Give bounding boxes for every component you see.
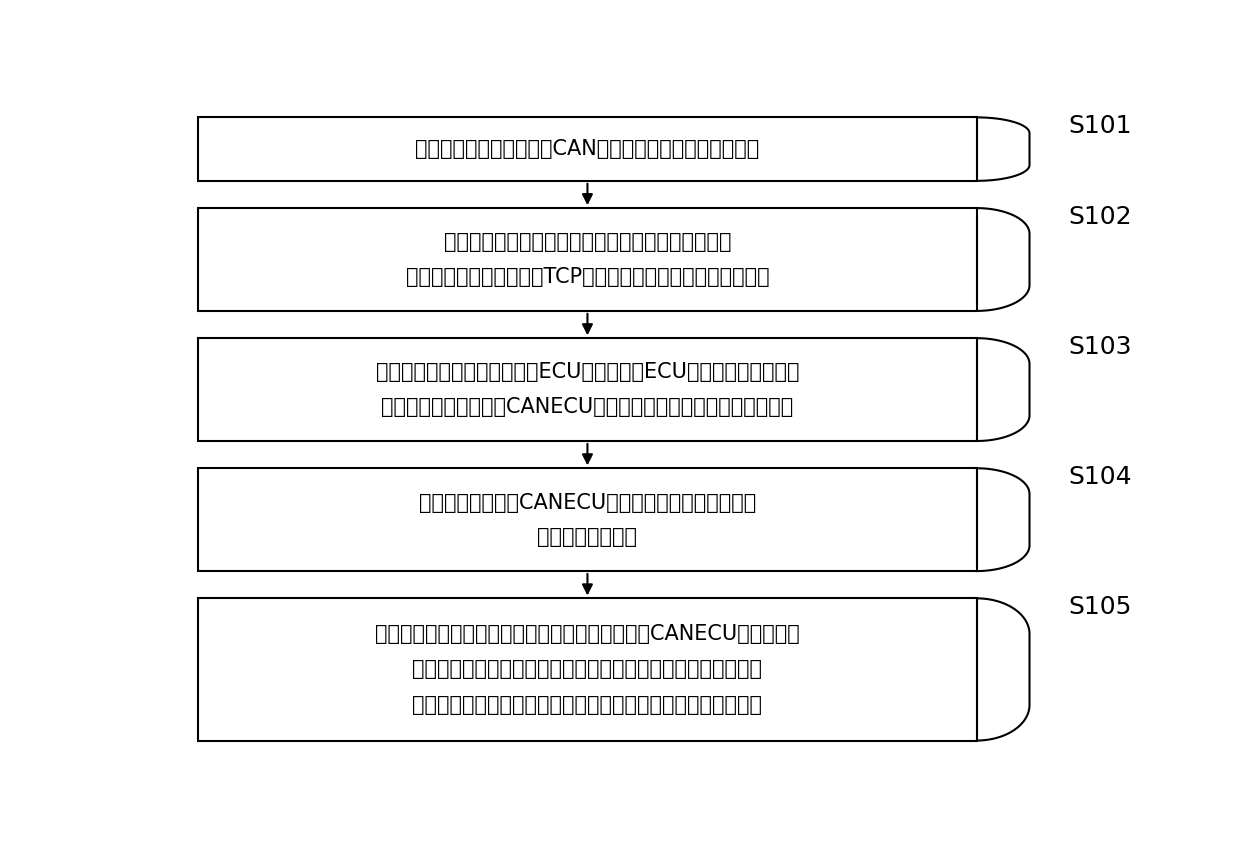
FancyBboxPatch shape [198,599,977,740]
Text: S102: S102 [1068,205,1132,228]
FancyBboxPatch shape [198,468,977,571]
Text: 所述诊断盒将所述指令转发给ECU，以使所述ECU根据所述指令执行相: 所述诊断盒将所述指令转发给ECU，以使所述ECU根据所述指令执行相 [376,362,800,383]
Text: 解析，并将解析数据和所述指令执行状态返回给所述应用终端，: 解析，并将解析数据和所述指令执行状态返回给所述应用终端， [413,659,763,679]
Text: S103: S103 [1068,335,1131,359]
Text: 以使所述应用终端对所述解析数据和所述指令执行状态进行显示: 以使所述应用终端对所述解析数据和所述指令执行状态进行显示 [413,695,763,715]
Text: S104: S104 [1068,465,1132,489]
Text: 应用终端根据当期诊断的CAN总线方式，调用相应的中间件: 应用终端根据当期诊断的CAN总线方式，调用相应的中间件 [415,139,760,159]
FancyBboxPatch shape [198,338,977,441]
FancyBboxPatch shape [198,117,977,181]
Text: S105: S105 [1068,595,1131,619]
Text: 获取相应的指令，并通过TCP通讯方式将所述指令发送给诊断盒: 获取相应的指令，并通过TCP通讯方式将所述指令发送给诊断盒 [405,266,769,287]
FancyBboxPatch shape [198,208,977,311]
Text: 所述诊断盒将所述CAN⁠ECU数据包和所述指令执行状态: 所述诊断盒将所述CAN⁠ECU数据包和所述指令执行状态 [419,492,756,513]
Text: S101: S101 [1068,114,1131,138]
Text: 转发给所述中间件: 转发给所述中间件 [537,527,637,547]
Text: 应的诊断处理后，返回CAN⁠ECU数据包和指令执行状态给所述诊断盒: 应的诊断处理后，返回CAN⁠ECU数据包和指令执行状态给所述诊断盒 [382,397,794,416]
Text: 所述中间件调用车辆基本信息获取接口，从配置库中: 所述中间件调用车辆基本信息获取接口，从配置库中 [444,233,732,252]
Text: 所述中间件通过所述配置库的配置解析规则对所述CAN⁠ECU数据包进行: 所述中间件通过所述配置库的配置解析规则对所述CAN⁠ECU数据包进行 [374,624,800,644]
